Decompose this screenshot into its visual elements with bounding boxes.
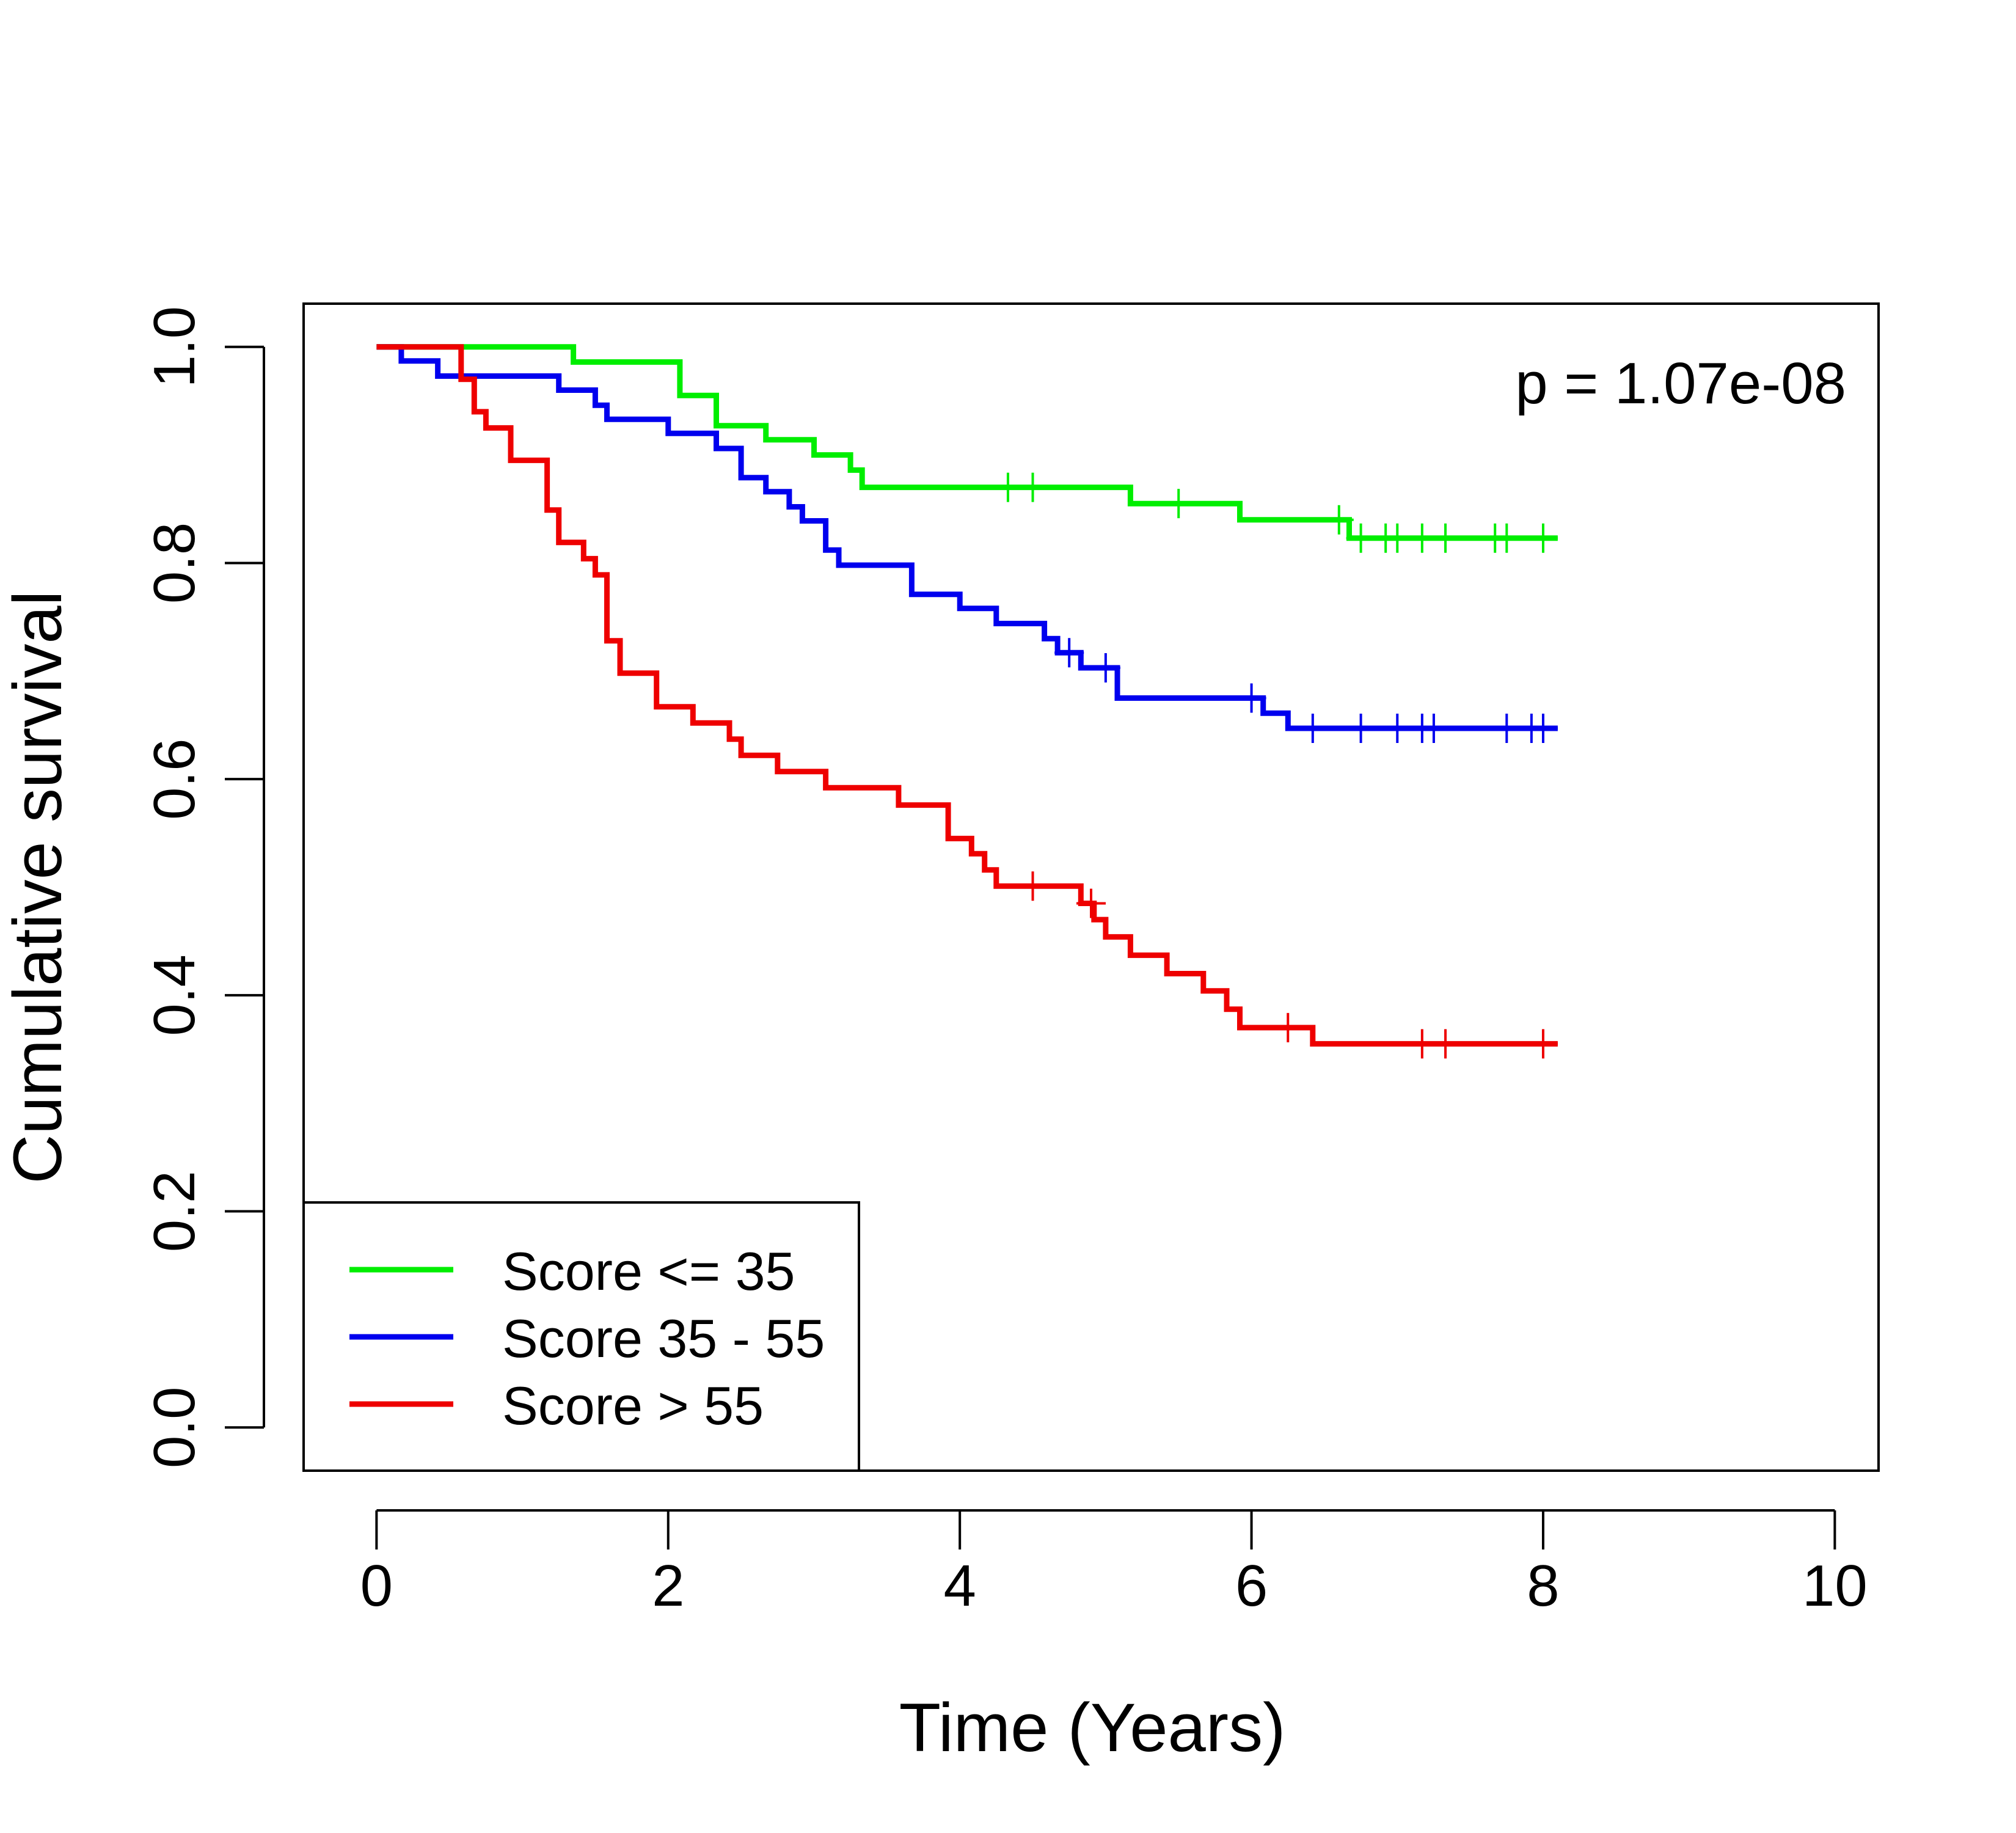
- x-tick-label-2: 2: [652, 1553, 684, 1619]
- y-tick-label-0-8: 0.8: [142, 522, 207, 604]
- censor-mark-score-35-55-6: [1382, 714, 1412, 744]
- y-tick-label-1-0: 1.0: [142, 306, 207, 387]
- censor-mark-score-35-11: [1492, 523, 1522, 553]
- y-tick-label-0-0: 0.0: [142, 1387, 207, 1468]
- censor-mark-score-35-55-5: [1346, 714, 1376, 744]
- censor-mark-score-35-55-1: [1054, 638, 1084, 668]
- y-tick-label-0-2: 0.2: [142, 1171, 207, 1252]
- censor-mark-score-55-6: [1528, 1029, 1558, 1059]
- x-tick-label-4: 4: [943, 1553, 976, 1619]
- censor-mark-score-35-55-8: [1419, 714, 1448, 744]
- plot-frame: [302, 302, 1880, 1472]
- x-axis-title: Time (Years): [899, 1689, 1286, 1766]
- x-tick-label-6: 6: [1235, 1553, 1268, 1619]
- x-tick-label-0: 0: [360, 1553, 393, 1619]
- censor-mark-score-35-2: [1018, 472, 1048, 502]
- censor-mark-score-35-55-11: [1528, 714, 1558, 744]
- censor-mark-score-35-55-2: [1090, 653, 1120, 682]
- censor-mark-score-35-12: [1528, 523, 1558, 553]
- censor-mark-score-35-55-9: [1492, 714, 1522, 744]
- censor-mark-score-35-55-3: [1236, 683, 1266, 713]
- censor-mark-score-55-5: [1431, 1029, 1461, 1059]
- legend-label-score-35-55: Score 35 - 55: [502, 1308, 825, 1369]
- plot-layer: 0 2 4 6 8 10 0.0 0.2 0.4 0.6 0.8 1.0: [142, 302, 1880, 1619]
- censor-mark-score-35-7: [1382, 523, 1412, 553]
- x-tick-label-8: 8: [1527, 1553, 1559, 1619]
- censor-mark-score-35-9: [1431, 523, 1461, 553]
- censor-mark-score-35-3: [1164, 489, 1194, 519]
- series-line-score-35: [376, 344, 1558, 541]
- censor-mark-score-55-3: [1273, 1012, 1303, 1042]
- censor-mark-score-35-1: [993, 472, 1023, 502]
- series-line-score-55: [376, 344, 1558, 1047]
- x-tick-label-10: 10: [1802, 1553, 1868, 1619]
- censor-mark-score-35-55-4: [1298, 714, 1328, 744]
- y-tick-label-0-4: 0.4: [142, 954, 207, 1036]
- legend-label-score-55: Score > 55: [502, 1375, 764, 1436]
- series-line-score-35-55: [376, 344, 1558, 731]
- censor-mark-score-55-1: [1018, 871, 1048, 901]
- p-value-annotation: p = 1.07e-08: [1515, 351, 1846, 416]
- censor-mark-score-35-5: [1346, 523, 1376, 553]
- censor-mark-score-35-4: [1324, 505, 1354, 535]
- y-tick-label-0-6: 0.6: [142, 738, 207, 819]
- legend-label-score-35: Score <= 35: [502, 1241, 795, 1301]
- y-axis-title: Cumulative survival: [0, 591, 76, 1184]
- censor-mark-score-55-2: [1076, 888, 1106, 918]
